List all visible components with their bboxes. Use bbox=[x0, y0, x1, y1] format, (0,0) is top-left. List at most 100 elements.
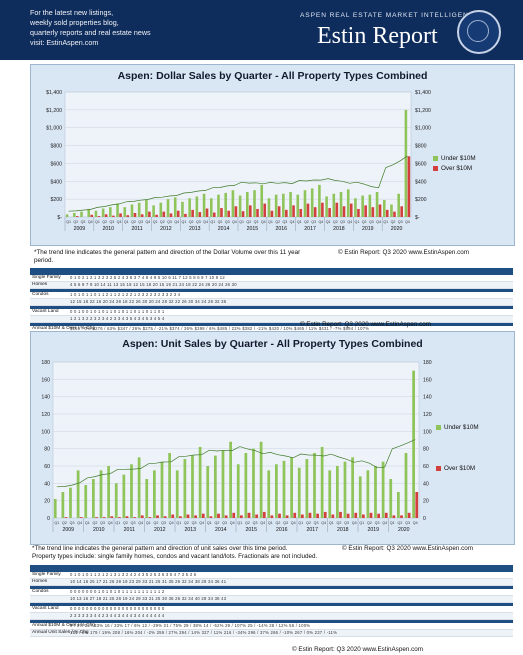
y-tick-label: 120 bbox=[41, 412, 50, 418]
bar-over-10m bbox=[362, 514, 365, 518]
bar-under-10m bbox=[343, 461, 347, 518]
quarter-tick-label: Q2 bbox=[218, 220, 223, 224]
quarter-tick-label: Q3 bbox=[405, 521, 410, 525]
quarter-tick-label: Q1 bbox=[210, 220, 215, 224]
bar-under-10m bbox=[114, 483, 118, 518]
bar-over-10m bbox=[349, 203, 353, 217]
quarter-tick-label: Q4 bbox=[88, 220, 93, 224]
legend-over-10m: Over $10M bbox=[433, 165, 472, 172]
row-values: 10 14 16 25 17 21 26 28 19 23 29 33 21 2… bbox=[70, 579, 227, 584]
row-label: Single Family bbox=[32, 275, 61, 280]
quarter-tick-label: Q1 bbox=[153, 220, 158, 224]
quarter-tick-label: Q1 bbox=[85, 521, 90, 525]
table-row: 1 2 1 3 2 2 3 2 3 4 2 3 3 4 3 5 4 3 4 5 … bbox=[30, 316, 513, 323]
bar-under-10m bbox=[267, 470, 271, 518]
dollar-sales-chart: $- $- $200 $200 $400 $400 $600 $600 $800 $800 $1,0… bbox=[46, 90, 431, 232]
bar-under-10m bbox=[183, 459, 187, 518]
bar-under-10m bbox=[346, 189, 350, 217]
bar-over-10m bbox=[140, 214, 144, 217]
quarter-tick-label: Q1 bbox=[355, 220, 360, 224]
bar-over-10m bbox=[169, 213, 173, 217]
bar-under-10m bbox=[181, 201, 184, 217]
quarter-tick-label: Q3 bbox=[369, 220, 374, 224]
y-tick-label-right: 160 bbox=[423, 377, 432, 383]
quarter-tick-label: Q1 bbox=[207, 521, 212, 525]
table-row: 2 3 3 3 3 3 4 4 2 3 4 4 3 4 4 4 3 4 4 4 … bbox=[30, 613, 513, 620]
bar-over-10m bbox=[346, 513, 350, 518]
bar-over-10m bbox=[201, 513, 205, 518]
bar-under-10m bbox=[152, 205, 155, 217]
bar-over-10m bbox=[369, 512, 373, 518]
bar-over-10m bbox=[313, 207, 317, 217]
bar-over-10m bbox=[126, 215, 130, 217]
bar-under-10m bbox=[290, 457, 293, 518]
table-row: Annual Unit Sales / % Chg 151 / 0% 179 / … bbox=[30, 630, 513, 637]
bar-under-10m bbox=[320, 446, 324, 518]
quarter-tick-label: Q3 bbox=[192, 521, 197, 525]
bar-under-10m bbox=[91, 479, 95, 518]
intro-link[interactable]: visit: EstinAspen.com bbox=[30, 38, 99, 47]
legend-swatch-red bbox=[433, 165, 438, 171]
bar-under-10m bbox=[65, 214, 69, 217]
y-tick-label: 0 bbox=[47, 516, 50, 522]
bar-over-10m bbox=[371, 207, 375, 217]
bar-over-10m bbox=[247, 512, 251, 518]
quarter-tick-label: Q2 bbox=[154, 521, 159, 525]
bar-over-10m bbox=[335, 202, 339, 217]
year-label: 2019 bbox=[367, 527, 379, 533]
quarter-tick-label: Q1 bbox=[115, 521, 120, 525]
quarter-tick-label: Q2 bbox=[337, 521, 342, 525]
bar-over-10m bbox=[407, 512, 411, 518]
quarter-tick-label: Q3 bbox=[283, 521, 288, 525]
bar-over-10m bbox=[133, 212, 137, 217]
bar-under-10m bbox=[289, 192, 292, 217]
bar-over-10m bbox=[285, 515, 289, 518]
table-separator bbox=[30, 289, 513, 292]
y-tick-label-right: $800 bbox=[415, 144, 427, 150]
row-label: Annual $10M & Over / % Chg bbox=[32, 326, 95, 331]
year-label: 2009 bbox=[62, 527, 74, 533]
bar-under-10m bbox=[80, 211, 83, 217]
bar-under-10m bbox=[282, 193, 285, 217]
year-label: 2018 bbox=[337, 527, 349, 533]
y-tick-label-right: 120 bbox=[423, 412, 432, 418]
chart-title: Aspen: Dollar Sales by Quarter - All Pro… bbox=[117, 70, 428, 82]
year-label: 2013 bbox=[184, 527, 196, 533]
year-label: 2011 bbox=[132, 226, 143, 232]
bar-over-10m bbox=[119, 213, 122, 217]
quarter-tick-label: Q3 bbox=[254, 220, 259, 224]
bar-over-10m bbox=[270, 515, 274, 518]
bar-under-10m bbox=[173, 197, 177, 217]
property-types-note: Property types include: single family ho… bbox=[32, 553, 318, 560]
bar-under-10m bbox=[396, 492, 400, 518]
bar-under-10m bbox=[76, 470, 80, 518]
bar-over-10m bbox=[79, 517, 83, 518]
bar-under-10m bbox=[328, 470, 332, 518]
bar-under-10m bbox=[252, 448, 255, 518]
table-row: Single Family 0 1 0 2 1 2 1 3 2 3 2 5 2 4… bbox=[30, 275, 513, 282]
quarter-tick-label: Q4 bbox=[260, 521, 265, 525]
bar-over-10m bbox=[118, 517, 121, 518]
bar-over-10m bbox=[339, 511, 342, 518]
bar-over-10m bbox=[357, 208, 360, 217]
bar-over-10m bbox=[194, 515, 198, 518]
row-values: 151 / 0% 179 / 19% 208 / 16% 204 / -2% 2… bbox=[70, 630, 338, 635]
y-tick-label: $- bbox=[57, 215, 62, 221]
table-row: Homes 4 5 6 9 7 9 10 14 11 13 15 18 12 15… bbox=[30, 282, 513, 289]
bar-under-10m bbox=[231, 190, 235, 217]
quarter-tick-label: Q2 bbox=[131, 220, 136, 224]
bar-over-10m bbox=[198, 212, 202, 217]
y-tick-label: $1,400 bbox=[46, 90, 62, 96]
bar-over-10m bbox=[301, 514, 304, 518]
table-row: Single Family 0 1 0 1 0 1 1 2 1 2 1 3 1 3… bbox=[30, 572, 513, 579]
dollar-chart-panel: Aspen: Dollar Sales by Quarter - All Pro… bbox=[30, 64, 515, 246]
bar-under-10m bbox=[191, 455, 194, 518]
bar-under-10m bbox=[61, 492, 65, 518]
year-label: 2017 bbox=[304, 226, 316, 232]
year-label: 2019 bbox=[362, 226, 374, 232]
y-tick-label: $200 bbox=[50, 197, 62, 203]
bar-over-10m bbox=[285, 209, 288, 217]
legend-over-10m: Over $10M bbox=[436, 465, 475, 472]
bar-over-10m bbox=[342, 206, 346, 217]
quarter-tick-label: Q3 bbox=[138, 220, 143, 224]
